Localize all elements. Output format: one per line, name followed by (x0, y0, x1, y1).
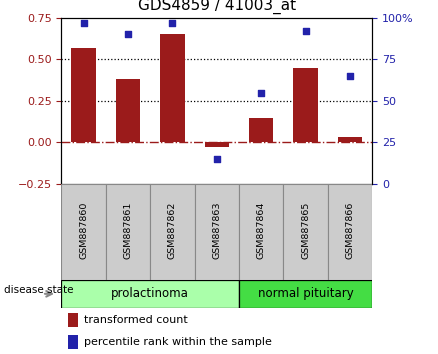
Text: GSM887865: GSM887865 (301, 201, 310, 259)
Bar (328, 184, 372, 280)
Text: GSM887860: GSM887860 (79, 201, 88, 259)
Bar (239, 280, 372, 308)
Bar (150, 184, 194, 280)
Bar (67, 313, 78, 327)
Bar (338, 137, 362, 143)
Point (124, 32, 131, 37)
Bar (61, 280, 239, 308)
Bar (239, 184, 283, 280)
Bar (61, 184, 106, 280)
Bar (106, 184, 150, 280)
Text: GSM887863: GSM887863 (212, 201, 221, 259)
Bar (205, 143, 229, 148)
Text: prolactinoma: prolactinoma (111, 287, 189, 300)
Text: GSM887862: GSM887862 (168, 201, 177, 259)
Bar (160, 34, 184, 143)
Text: GSM887864: GSM887864 (257, 201, 266, 259)
Text: normal pituitary: normal pituitary (258, 287, 353, 300)
Title: GDS4859 / 41003_at: GDS4859 / 41003_at (138, 0, 296, 13)
Bar (293, 68, 318, 143)
Bar (249, 118, 273, 143)
Text: GSM887861: GSM887861 (124, 201, 132, 259)
Point (213, 156, 220, 162)
Point (302, 28, 309, 34)
Bar (194, 184, 239, 280)
Text: percentile rank within the sample: percentile rank within the sample (84, 337, 272, 347)
Text: transformed count: transformed count (84, 315, 188, 325)
Bar (283, 184, 328, 280)
Point (80, 20, 87, 25)
Bar (71, 48, 96, 143)
Point (258, 90, 265, 96)
Text: disease state: disease state (4, 285, 74, 295)
Point (169, 20, 176, 25)
Bar (67, 335, 78, 349)
Point (346, 73, 353, 79)
Bar (116, 79, 140, 143)
Text: GSM887866: GSM887866 (346, 201, 355, 259)
